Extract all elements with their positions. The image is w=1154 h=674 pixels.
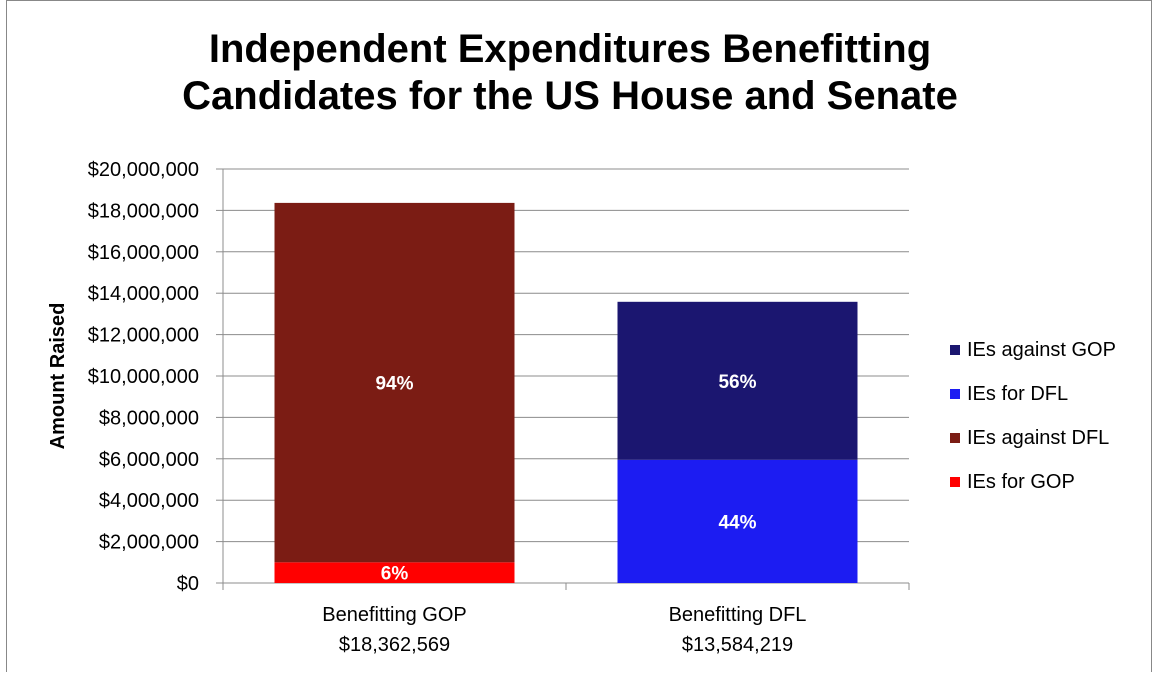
legend-label: IEs against DFL (967, 426, 1110, 449)
x-tick-total-label: $18,362,569 (339, 634, 450, 656)
y-tick-label: $0 (177, 573, 199, 595)
data-label: 44% (718, 512, 756, 533)
legend-swatch (950, 389, 960, 399)
y-tick-label: $14,000,000 (88, 283, 199, 305)
y-tick-label: $18,000,000 (88, 200, 199, 222)
data-label: 6% (381, 564, 409, 585)
legend-swatch (950, 433, 960, 443)
y-tick-label: $8,000,000 (99, 407, 199, 429)
bar-segment (274, 562, 515, 583)
legend-label: IEs for DFL (967, 382, 1069, 405)
legend-swatch (950, 477, 960, 487)
legend-swatch (950, 345, 960, 355)
y-tick-label: $4,000,000 (99, 490, 199, 512)
chart-title-line-1: Independent Expenditures Benefitting (208, 27, 932, 71)
y-tick-label: $12,000,000 (88, 325, 199, 347)
legend-item: IEs against DFL (950, 416, 1116, 460)
legend-item: IEs against GOP (950, 328, 1116, 372)
legend-label: IEs against GOP (967, 338, 1116, 361)
chart-frame (6, 0, 1152, 672)
y-tick-label: $2,000,000 (99, 532, 199, 554)
bar-segment (274, 202, 515, 563)
chart-title-line-2: Candidates for the US House and Senate (182, 74, 958, 118)
legend-item: IEs for GOP (950, 460, 1116, 504)
legend-item: IEs for DFL (950, 372, 1116, 416)
chart-legend: IEs against GOP IEs for DFL IEs against DF… (950, 328, 1116, 504)
bar-segment (617, 301, 858, 460)
x-tick-total-label: $13,584,219 (682, 634, 793, 656)
y-tick-label: $20,000,000 (88, 159, 199, 181)
legend-label: IEs for GOP (967, 470, 1075, 493)
x-tick-label: Benefitting DFL (669, 604, 807, 626)
x-tick-label: Benefitting GOP (322, 604, 467, 626)
chart-title: Independent Expenditures Benefitting Can… (160, 26, 980, 120)
data-label: 94% (375, 374, 413, 395)
bar-segment (617, 459, 858, 583)
data-label: 56% (718, 372, 756, 393)
y-tick-label: $16,000,000 (88, 242, 199, 264)
y-tick-label: $6,000,000 (99, 449, 199, 471)
y-tick-label: $10,000,000 (88, 366, 199, 388)
y-axis-label: Amount Raised (47, 303, 69, 450)
